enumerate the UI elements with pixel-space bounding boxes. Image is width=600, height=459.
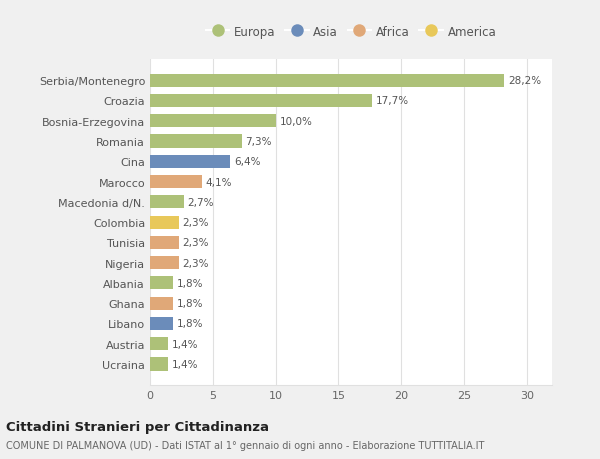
Bar bbox=[150, 257, 179, 269]
Bar bbox=[150, 95, 373, 108]
Bar bbox=[150, 358, 167, 371]
Text: COMUNE DI PALMANOVA (UD) - Dati ISTAT al 1° gennaio di ogni anno - Elaborazione : COMUNE DI PALMANOVA (UD) - Dati ISTAT al… bbox=[6, 440, 484, 450]
Bar bbox=[150, 236, 179, 249]
Text: 2,3%: 2,3% bbox=[182, 218, 209, 228]
Text: 6,4%: 6,4% bbox=[234, 157, 260, 167]
Text: 1,4%: 1,4% bbox=[172, 339, 198, 349]
Legend: Europa, Asia, Africa, America: Europa, Asia, Africa, America bbox=[203, 23, 499, 41]
Bar bbox=[150, 277, 173, 290]
Text: 17,7%: 17,7% bbox=[376, 96, 409, 106]
Text: 2,7%: 2,7% bbox=[188, 197, 214, 207]
Bar bbox=[150, 337, 167, 351]
Text: 7,3%: 7,3% bbox=[245, 137, 272, 147]
Bar bbox=[150, 115, 275, 128]
Text: Cittadini Stranieri per Cittadinanza: Cittadini Stranieri per Cittadinanza bbox=[6, 420, 269, 433]
Bar bbox=[150, 74, 504, 88]
Text: 4,1%: 4,1% bbox=[205, 177, 232, 187]
Text: 1,4%: 1,4% bbox=[172, 359, 198, 369]
Bar bbox=[150, 297, 173, 310]
Bar bbox=[150, 317, 173, 330]
Text: 2,3%: 2,3% bbox=[182, 258, 209, 268]
Text: 1,8%: 1,8% bbox=[176, 278, 203, 288]
Text: 1,8%: 1,8% bbox=[176, 298, 203, 308]
Text: 10,0%: 10,0% bbox=[280, 117, 312, 127]
Bar bbox=[150, 176, 202, 189]
Text: 28,2%: 28,2% bbox=[508, 76, 541, 86]
Bar bbox=[150, 216, 179, 229]
Bar bbox=[150, 156, 230, 168]
Bar bbox=[150, 196, 184, 209]
Bar bbox=[150, 135, 242, 148]
Text: 1,8%: 1,8% bbox=[176, 319, 203, 329]
Text: 2,3%: 2,3% bbox=[182, 238, 209, 248]
